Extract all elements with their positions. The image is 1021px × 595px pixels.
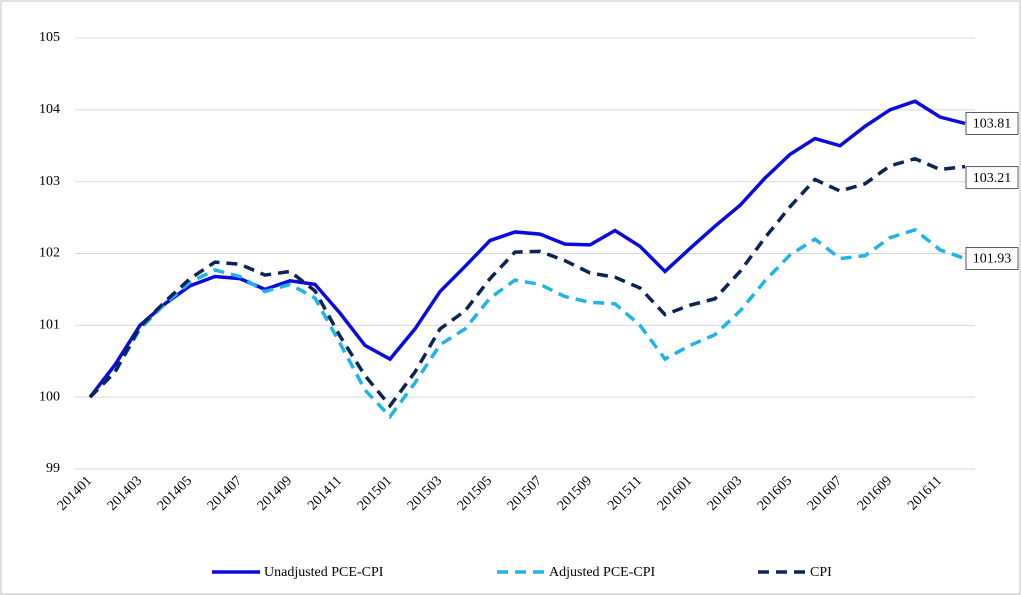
y-tick-label: 103 (39, 174, 60, 189)
end-label-box (965, 111, 1019, 135)
legend-label: Unadjusted PCE-CPI (264, 565, 384, 580)
end-label: 103.81 (973, 117, 1012, 132)
legend-label: Adjusted PCE-CPI (549, 565, 656, 580)
end-label-box (965, 247, 1019, 271)
y-tick-label: 99 (46, 461, 60, 476)
end-label: 103.21 (973, 171, 1012, 186)
y-tick-label: 101 (39, 318, 60, 333)
y-tick-label: 102 (39, 246, 60, 261)
legend-label: CPI (810, 565, 832, 580)
series-line (88, 156, 966, 409)
series-line (88, 227, 966, 420)
y-tick-label: 100 (39, 389, 60, 404)
end-label: 101.93 (973, 252, 1012, 267)
y-tick-label: 105 (39, 30, 60, 45)
end-label-box (965, 166, 1019, 190)
y-tick-label: 104 (39, 102, 60, 117)
series-line (88, 99, 966, 399)
